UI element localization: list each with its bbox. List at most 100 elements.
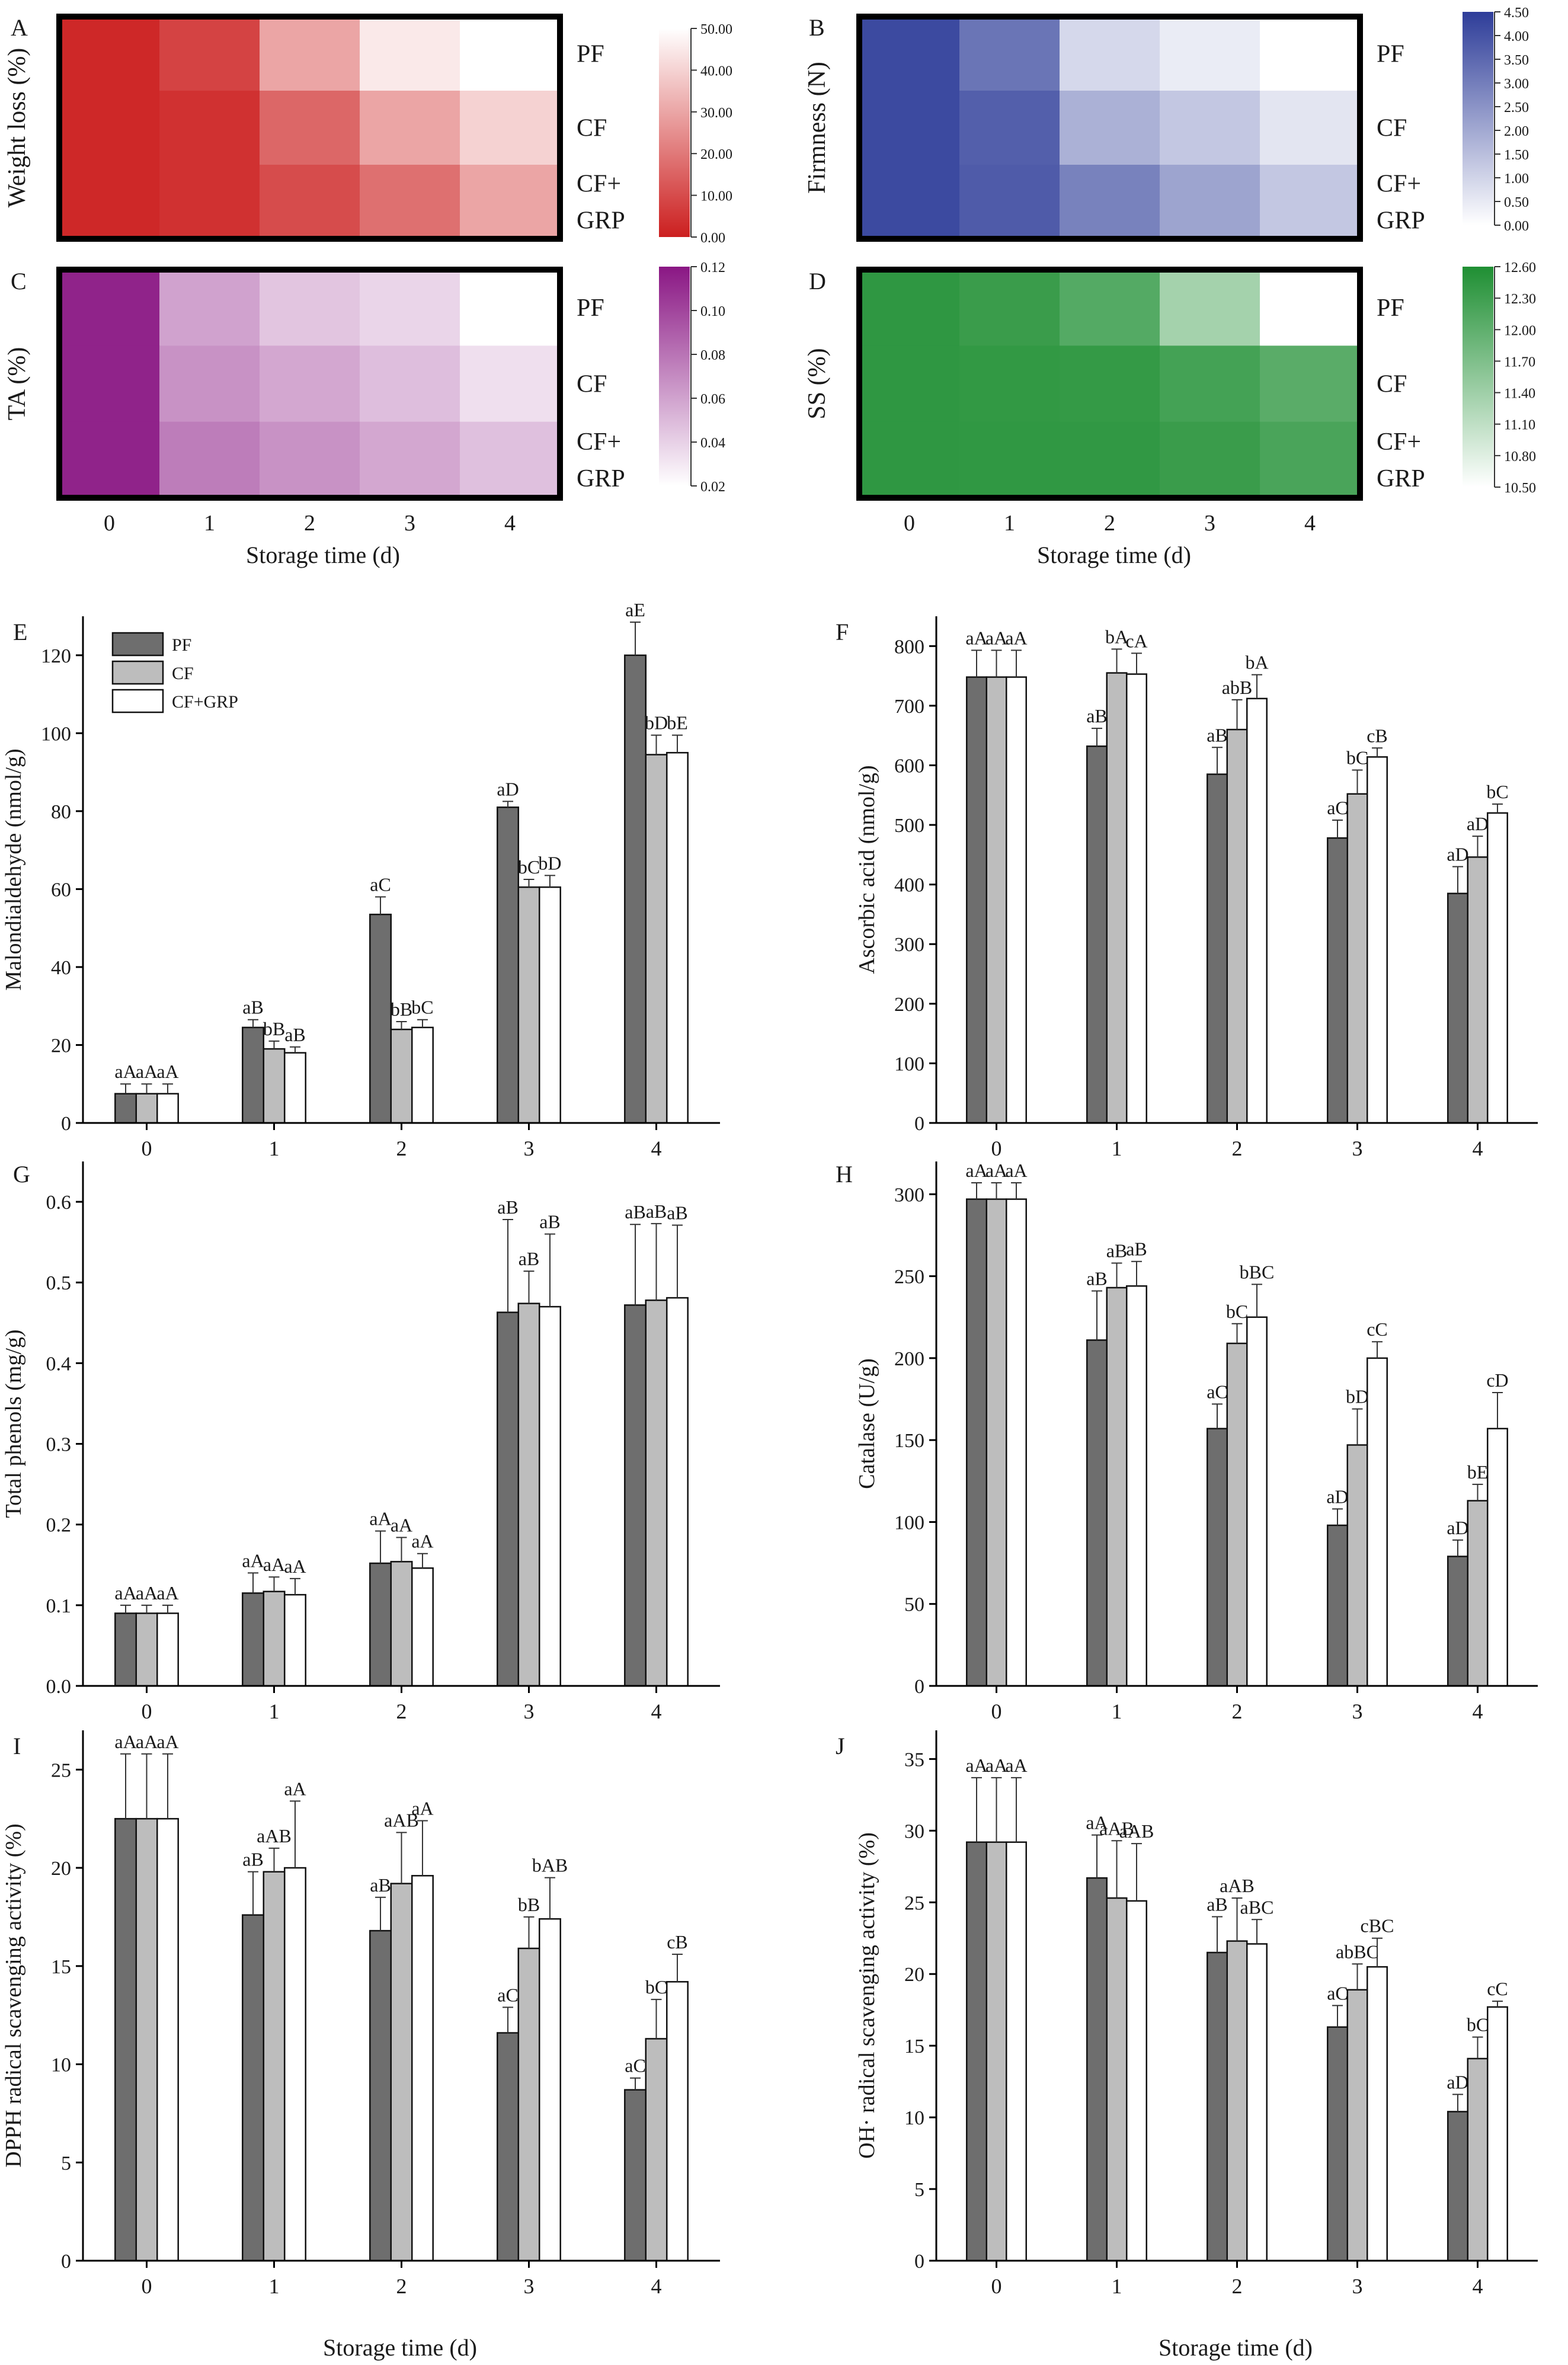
- x-tick-label: 3: [524, 1137, 535, 1160]
- panel-letter: A: [11, 14, 28, 41]
- heat-row-label: GRP: [577, 207, 625, 235]
- x-tick-label: 4: [651, 2274, 662, 2298]
- x-tick-label: 2: [396, 1700, 407, 1723]
- colorbar-tick-label: 50.00: [700, 22, 732, 37]
- x-tick-label: 2: [1232, 1700, 1243, 1723]
- heatmap-panel-A: A Weight loss (%) PF CF CF+ GRP 50.00 40.00 30.0…: [4, 14, 732, 246]
- bar-PF: [242, 1914, 265, 2262]
- significance-label: aA: [965, 627, 987, 648]
- bar-CF+GRP: [538, 1305, 561, 1687]
- y-tick-label: 10: [904, 2107, 924, 2129]
- bar-PF: [1327, 837, 1349, 1124]
- y-tick-label: 50: [904, 1594, 924, 1616]
- heat-cell: [959, 165, 1060, 239]
- colorbar-tick-label: 0.12: [700, 260, 725, 276]
- bar-CF: [390, 1028, 413, 1124]
- heat-cell: [260, 165, 360, 239]
- heat-cell: [1260, 165, 1361, 239]
- bar-PF: [242, 1592, 265, 1687]
- significance-label: aA: [156, 1731, 178, 1752]
- heat-cell: [1160, 165, 1260, 239]
- significance-label: aA: [136, 1582, 158, 1604]
- panel-letter: H: [836, 1161, 853, 1188]
- bar-CF+GRP: [411, 1875, 434, 2262]
- bar-ylabel: Ascorbic acid (nmol/g): [855, 765, 879, 974]
- bar-PF: [114, 1817, 137, 2262]
- heat-row-label: CF: [1377, 115, 1407, 142]
- colorbar-tick-label: 1.50: [1504, 148, 1529, 163]
- significance-label: bB: [518, 1894, 540, 1915]
- x-tick-label: 4: [651, 1137, 662, 1160]
- y-tick-label: 600: [894, 755, 924, 777]
- y-tick-label: 20: [51, 1035, 71, 1057]
- y-tick-label: 400: [894, 875, 924, 897]
- heat-cell: [1260, 17, 1361, 91]
- colorbar-tick-label: 0.10: [700, 304, 725, 319]
- significance-label: aB: [1086, 705, 1108, 727]
- heat-x-tick-label: 2: [304, 511, 315, 536]
- heat-cell: [1060, 165, 1160, 239]
- y-tick-label: 0: [914, 1676, 924, 1698]
- bar-PF: [966, 1841, 988, 2262]
- heat-row-label: CF: [1377, 371, 1407, 398]
- heat-row-label: GRP: [577, 465, 625, 492]
- colorbar-tick-label: 11.10: [1504, 418, 1535, 433]
- bar-CF: [985, 1841, 1007, 2262]
- bar-CF+GRP: [1125, 1900, 1147, 2262]
- heat-cell: [959, 345, 1060, 423]
- colorbar-tick-label: 2.00: [1504, 124, 1529, 139]
- significance-label: aA: [136, 1061, 158, 1082]
- significance-label: aC: [1327, 1982, 1348, 2004]
- x-tick-label: 1: [269, 2274, 280, 2298]
- bar-PF: [369, 1929, 392, 2262]
- bar-CF: [1106, 1897, 1128, 2262]
- y-tick-label: 80: [51, 801, 71, 823]
- heat-cell: [1060, 421, 1160, 498]
- x-tick-label: 0: [142, 1137, 152, 1160]
- x-tick-label: 4: [651, 1700, 662, 1723]
- heat-cell: [360, 165, 460, 239]
- bar-CF: [1226, 728, 1248, 1124]
- y-tick-label: 40: [51, 957, 71, 979]
- significance-label: bB: [391, 999, 412, 1020]
- significance-label: aC: [1207, 1381, 1228, 1402]
- bar-PF: [497, 2032, 520, 2262]
- bar-CF: [135, 1093, 158, 1124]
- heat-row-label: PF: [577, 41, 604, 68]
- bar-CF+GRP: [1486, 1428, 1508, 1687]
- panel-letter: E: [13, 619, 27, 645]
- bar-CF: [390, 1561, 413, 1687]
- significance-label: aB: [1207, 724, 1228, 745]
- colorbar-tick-label: 0.00: [1504, 219, 1529, 234]
- bar-CF+GRP: [1366, 756, 1388, 1124]
- heat-frame: [56, 14, 563, 242]
- bar-CF+GRP: [283, 1052, 306, 1124]
- bar-panel-J: JaAaAaBaCaDaAaABaABabBCbCaAaABaBCcBCcC05…: [836, 1730, 1538, 2298]
- significance-label: aD: [1326, 1486, 1348, 1507]
- heat-row-label: PF: [1377, 41, 1404, 68]
- colorbar-tick-label: 0.08: [700, 348, 725, 363]
- significance-label: aC: [625, 2055, 646, 2076]
- y-tick-label: 0.4: [46, 1353, 72, 1375]
- bar-CF: [135, 1817, 158, 2262]
- bar-PF: [1207, 1428, 1228, 1687]
- y-tick-label: 0.3: [46, 1434, 72, 1456]
- heat-cell: [460, 345, 561, 423]
- bar-ylabel: Total phenols (mg/g): [1, 1329, 26, 1518]
- colorbar-tick-label: 30.00: [700, 105, 732, 121]
- heat-cell: [959, 270, 1060, 346]
- bar-CF+GRP: [1366, 1966, 1388, 2262]
- bar-PF: [1207, 1951, 1228, 2262]
- y-tick-label: 800: [894, 636, 924, 658]
- x-axis-title: Storage time (d): [1159, 2334, 1313, 2361]
- significance-label: aB: [519, 1248, 540, 1269]
- heat-cell: [859, 91, 960, 165]
- x-tick-label: 3: [524, 1700, 535, 1723]
- significance-label: aB: [646, 1201, 667, 1222]
- significance-label: aB: [625, 1201, 646, 1222]
- bar-PF: [1086, 1339, 1108, 1687]
- heat-cell: [360, 345, 460, 423]
- bar-CF: [1226, 1342, 1248, 1687]
- heat-cell: [159, 345, 260, 423]
